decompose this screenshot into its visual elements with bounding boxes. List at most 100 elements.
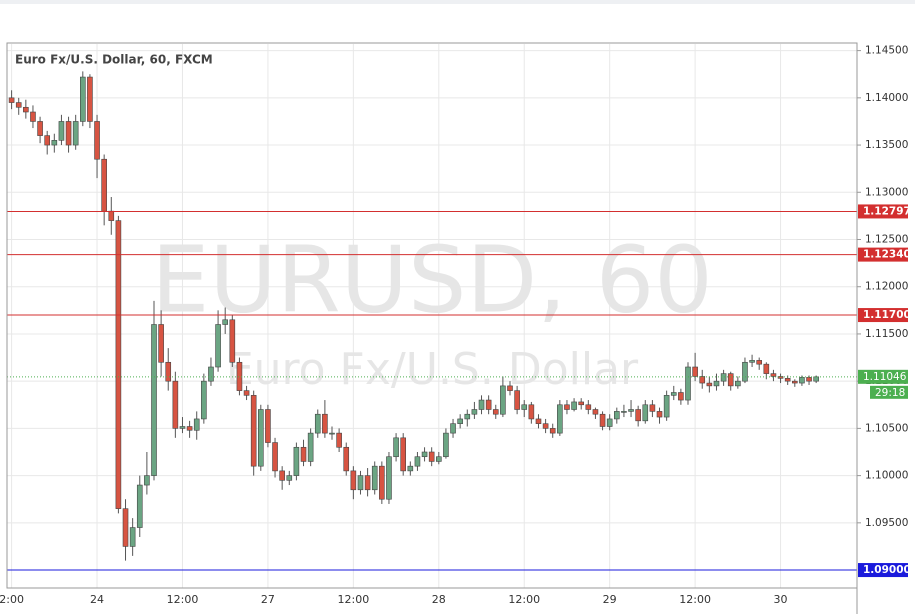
candle-body xyxy=(663,395,670,418)
candle-body xyxy=(749,360,755,363)
candle-body xyxy=(791,380,798,384)
candle-body xyxy=(685,366,691,401)
candle-body xyxy=(649,404,656,412)
candle-body xyxy=(108,210,115,221)
candle-body xyxy=(528,404,535,420)
candle-body xyxy=(364,475,371,491)
candle-body xyxy=(379,465,385,500)
candle-body xyxy=(435,456,442,462)
candle-body xyxy=(158,324,164,363)
candle-body xyxy=(670,392,677,396)
candle-body xyxy=(421,451,428,458)
last-price-tag xyxy=(858,369,908,384)
candle-body xyxy=(115,220,122,509)
candle-body xyxy=(336,432,342,448)
candle-body xyxy=(87,76,93,122)
candle-body xyxy=(535,418,542,424)
price-level-label: 1.11700 xyxy=(863,309,911,321)
candle-body xyxy=(457,418,463,424)
candle-body xyxy=(300,446,307,462)
candle-body xyxy=(222,319,228,325)
candle-body xyxy=(172,380,179,429)
candle-body xyxy=(23,106,29,113)
candle-body xyxy=(635,409,641,422)
candle-body xyxy=(557,404,563,434)
candle-body xyxy=(136,484,143,528)
x-tick-label: 28 xyxy=(432,593,446,606)
y-tick-label: 1.10500 xyxy=(865,422,908,434)
candle-body xyxy=(393,437,399,458)
candle-body xyxy=(606,418,613,427)
candle-body xyxy=(94,121,100,160)
candle-body xyxy=(628,409,634,412)
candle-body xyxy=(314,413,321,434)
candle-body xyxy=(549,428,556,434)
watermark-subtitle: Euro Fx/U.S. Dollar xyxy=(226,344,639,395)
candle-body xyxy=(400,437,407,472)
candle-body xyxy=(464,413,471,420)
candle-body xyxy=(799,377,805,384)
y-tick-label: 1.12500 xyxy=(865,234,908,246)
x-tick-label: 12:00 xyxy=(167,593,199,606)
candle-body xyxy=(293,446,300,476)
price-level-tag xyxy=(858,247,908,262)
candle-body xyxy=(806,377,812,382)
candle-body xyxy=(514,390,520,410)
candle-body xyxy=(613,411,620,420)
y-tick-label: 1.11500 xyxy=(865,328,908,340)
watermark: EURUSD, 60 xyxy=(151,226,713,333)
price-level-tag xyxy=(858,308,908,323)
candle-body xyxy=(8,97,15,103)
candle-body xyxy=(229,319,236,363)
x-tick-label: 12:00 xyxy=(679,593,711,606)
price-level-label: 1.12797 xyxy=(863,205,911,217)
candle-body xyxy=(350,470,357,491)
y-tick-label: 1.14000 xyxy=(865,92,908,104)
candle-body xyxy=(727,373,734,387)
candle-body xyxy=(144,475,150,486)
candle-body xyxy=(756,360,763,365)
candle-body xyxy=(165,361,172,382)
candle-body xyxy=(656,411,663,418)
candle-body xyxy=(507,385,513,391)
candle-body xyxy=(642,404,649,422)
candle-body xyxy=(80,76,86,122)
countdown-label: 29:18 xyxy=(875,387,905,399)
y-tick-label: 1.13500 xyxy=(865,139,908,151)
candle-body xyxy=(37,121,43,136)
candle-body xyxy=(428,451,435,462)
candle-body xyxy=(706,382,713,387)
candle-body xyxy=(713,380,720,387)
candle-body xyxy=(201,380,207,420)
y-tick-label: 1.12000 xyxy=(865,281,908,293)
candle-body xyxy=(72,121,79,146)
y-tick-label: 1.09500 xyxy=(865,517,908,529)
candle-body xyxy=(478,399,485,410)
candle-body xyxy=(485,399,492,410)
candle-body xyxy=(101,158,107,212)
candle-body xyxy=(813,376,819,382)
candle-body xyxy=(542,423,549,429)
x-tick-label: 12:00 xyxy=(338,593,370,606)
candle-body xyxy=(784,378,791,382)
candle-body xyxy=(500,385,506,415)
candle-body xyxy=(279,470,285,481)
candle-body xyxy=(578,401,585,406)
candle-body xyxy=(51,140,58,146)
candle-body xyxy=(272,442,278,472)
candle-body xyxy=(571,401,577,410)
candle-body xyxy=(122,508,129,547)
candle-body xyxy=(763,363,770,374)
candle-body xyxy=(243,390,250,396)
chart-title: Euro Fx/U.S. Dollar, 60, FXCM xyxy=(15,53,213,67)
candle-body xyxy=(307,432,314,462)
candle-body xyxy=(621,411,627,413)
candle-body xyxy=(585,404,592,410)
candle-body xyxy=(592,409,599,415)
candle-body xyxy=(215,324,221,368)
candle-body xyxy=(322,413,328,434)
candle-body xyxy=(777,376,784,379)
